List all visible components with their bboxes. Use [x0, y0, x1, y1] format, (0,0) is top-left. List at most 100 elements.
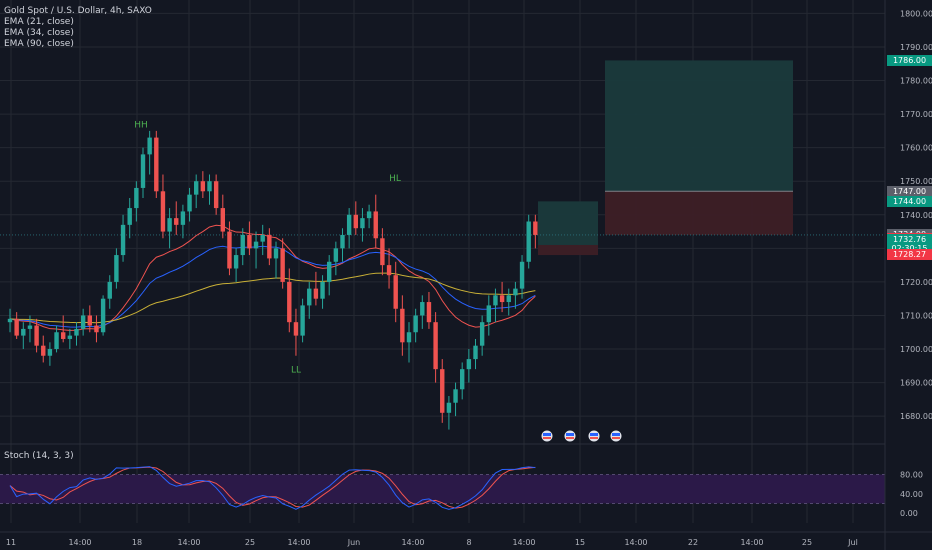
- candle-body: [393, 275, 398, 309]
- candle-body: [373, 211, 378, 239]
- candle-body: [413, 315, 418, 333]
- candle-body: [147, 137, 152, 155]
- candle-body: [174, 218, 179, 225]
- candle-body: [47, 349, 53, 356]
- event-flag-band: [612, 437, 620, 439]
- candle-body: [140, 154, 146, 188]
- candle-body: [519, 261, 525, 289]
- x-tick-label: 14:00: [287, 538, 310, 547]
- symbol-title[interactable]: Gold Spot / U.S. Dollar, 4h, SAXO: [4, 6, 152, 16]
- x-tick-label: 25: [245, 538, 255, 547]
- candle: [353, 201, 358, 235]
- candle: [400, 295, 405, 356]
- candle: [300, 298, 305, 343]
- candle: [413, 308, 418, 343]
- candle-body: [386, 265, 392, 276]
- candle: [140, 147, 146, 199]
- candle: [154, 130, 159, 199]
- candle-body: [327, 261, 332, 282]
- candle: [147, 130, 152, 175]
- event-flag-band: [590, 433, 598, 436]
- candle: [340, 228, 345, 262]
- ema90-label[interactable]: EMA (90, close): [4, 39, 74, 49]
- stoch-label[interactable]: Stoch (14, 3, 3): [4, 451, 74, 461]
- candle: [80, 308, 86, 336]
- candle: [67, 328, 73, 350]
- stoch-panel[interactable]: [0, 466, 885, 510]
- candle: [253, 231, 259, 269]
- candle: [386, 248, 392, 289]
- candle: [513, 281, 518, 309]
- candles[interactable]: [7, 130, 538, 430]
- candle-body: [340, 234, 345, 249]
- candle-body: [499, 295, 505, 303]
- candle-body: [479, 322, 485, 346]
- candle-body: [406, 332, 412, 343]
- y-tick-label: 1740.00: [900, 211, 932, 220]
- event-markers[interactable]: [540, 429, 623, 443]
- event-flag-band: [612, 433, 620, 436]
- candle: [41, 335, 46, 363]
- event-marker-icon: [609, 429, 623, 443]
- candle: [200, 171, 206, 199]
- small-stop-zone: [538, 244, 598, 256]
- y-tick-label: 1770.00: [900, 110, 932, 119]
- x-tick-label: 25: [802, 538, 812, 547]
- y-tick-label: 1700.00: [900, 345, 932, 354]
- event-marker-icon: [540, 429, 554, 443]
- candle-body: [120, 224, 126, 256]
- x-tick-label: Jun: [347, 538, 361, 547]
- candle-body: [360, 218, 365, 229]
- ema21-label[interactable]: EMA (21, close): [4, 17, 74, 27]
- candle-body: [506, 295, 511, 303]
- y-tick-label: 1800.00: [900, 9, 932, 18]
- position-zones[interactable]: [0, 60, 885, 256]
- event-marker-icon: [563, 429, 577, 443]
- candle-body: [41, 345, 46, 356]
- price-tag: 1786.00: [887, 54, 932, 66]
- candle: [460, 362, 465, 400]
- ema34-label[interactable]: EMA (34, close): [4, 28, 74, 38]
- candle: [320, 275, 325, 309]
- candle-body: [400, 308, 405, 343]
- candle-body: [493, 295, 498, 306]
- candle-body: [440, 369, 445, 413]
- candle: [260, 224, 265, 256]
- event-marker-icon: [587, 429, 601, 443]
- price-tag: 1728.27: [887, 248, 932, 260]
- long-stop-zone: [605, 191, 793, 235]
- event-flag-band: [566, 433, 574, 436]
- annotation-ll: LL: [291, 366, 301, 376]
- candle-body: [80, 315, 86, 329]
- candle-body: [460, 369, 465, 390]
- candle: [267, 228, 272, 266]
- candle: [293, 308, 299, 356]
- candle-body: [247, 234, 252, 249]
- candle: [107, 275, 112, 309]
- candle-body: [54, 332, 59, 350]
- y-tick-label: 1720.00: [900, 278, 932, 287]
- candle: [406, 322, 412, 363]
- candle-body: [127, 208, 132, 225]
- candle: [380, 228, 385, 276]
- candle: [14, 312, 19, 339]
- x-tick-label: 14:00: [624, 538, 647, 547]
- candle: [346, 208, 352, 249]
- x-tick-label: 14:00: [512, 538, 535, 547]
- candle: [307, 281, 312, 319]
- pattern-annotations: HH HL LL: [134, 121, 401, 376]
- x-tick-label: 14:00: [68, 538, 91, 547]
- candle: [7, 308, 13, 333]
- candle-body: [313, 288, 319, 299]
- candle: [420, 295, 425, 329]
- candle: [207, 174, 212, 205]
- candle: [120, 214, 126, 262]
- candle: [127, 198, 132, 239]
- candle-body: [353, 214, 358, 229]
- y-tick-label: 1760.00: [900, 144, 932, 153]
- event-flag-band: [566, 437, 574, 439]
- candle: [473, 338, 478, 370]
- candle-body: [473, 345, 478, 360]
- candle: [227, 221, 232, 276]
